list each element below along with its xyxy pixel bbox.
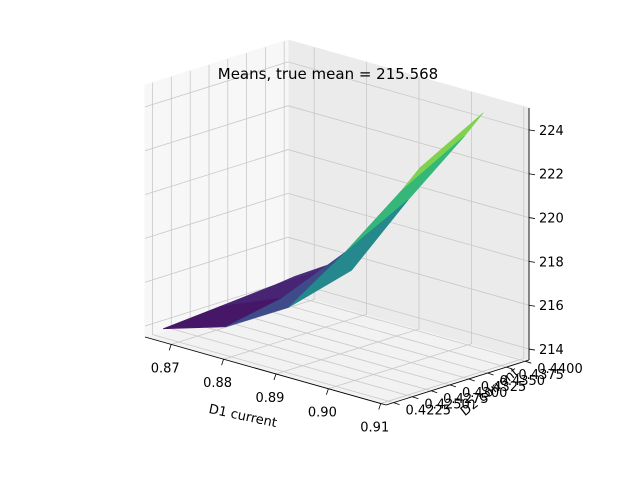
z-tick-label: 218 [539, 255, 564, 270]
z-tick-mark [528, 217, 536, 219]
x-tick-mark [378, 403, 382, 410]
y-tick-mark [487, 372, 494, 376]
x-tick-label: 0.90 [308, 406, 337, 421]
z-tick-mark [528, 348, 536, 351]
y-tick-mark [412, 396, 419, 400]
y-tick-label: 0.4400 [537, 362, 583, 377]
y-tick-label: 0.4325 [481, 380, 526, 395]
y-tick-mark [449, 384, 457, 388]
y-tick-mark [468, 378, 475, 382]
x-tick-label: 0.87 [151, 361, 180, 376]
z-tick-mark [528, 260, 536, 263]
x-gridline [223, 62, 368, 360]
z-gridline [144, 149, 530, 218]
z-gridline [144, 236, 530, 306]
x-tick-label: 0.89 [256, 391, 285, 406]
y-tick-mark [506, 366, 513, 370]
axis-ticks: 0.870.880.890.900.910.42250.42500.42750.… [151, 124, 583, 436]
x-tick-mark [273, 373, 277, 381]
z-tick-label: 222 [539, 168, 564, 183]
z-gridline [144, 192, 530, 262]
y-tick-label: 0.4350 [500, 374, 545, 389]
y-tick-label: 0.4225 [406, 404, 452, 419]
x-tick-label: 0.91 [360, 421, 389, 436]
z-tick-mark [528, 129, 536, 132]
surface-plot [162, 112, 484, 330]
x-axis-line [144, 336, 387, 406]
z-tick-mark [528, 173, 536, 176]
axis-panes [143, 39, 531, 406]
surface-facet [288, 199, 409, 308]
x-tick-label: 0.88 [203, 376, 232, 391]
z-tick-label: 214 [539, 343, 564, 358]
x-gridline [275, 77, 420, 375]
x-gridline [328, 91, 472, 390]
y-tick-label: 0.4250 [424, 398, 470, 413]
x-tick-mark [221, 359, 224, 366]
y-tick-mark [393, 402, 400, 406]
z-tick-label: 224 [539, 124, 564, 139]
y-axis-line [385, 359, 530, 406]
chart-title: Means, true mean = 215.568 [218, 65, 438, 83]
y-tick-mark [525, 360, 532, 364]
y-tick-label: 0.4275 [443, 392, 489, 407]
y-tick-mark [431, 390, 438, 394]
axis-lines [144, 108, 530, 406]
x-gridline [171, 47, 315, 345]
z-gridline [144, 61, 530, 131]
y-gridline [152, 82, 394, 403]
z-tick-label: 216 [539, 299, 564, 314]
z-tick-mark [528, 304, 536, 307]
x-tick-mark [325, 388, 329, 395]
y-tick-label: 0.4300 [462, 386, 508, 401]
x-tick-mark [168, 344, 172, 351]
x-gridline [380, 106, 525, 404]
y-tick-label: 0.4375 [518, 368, 564, 383]
z-tick-label: 220 [539, 212, 564, 227]
